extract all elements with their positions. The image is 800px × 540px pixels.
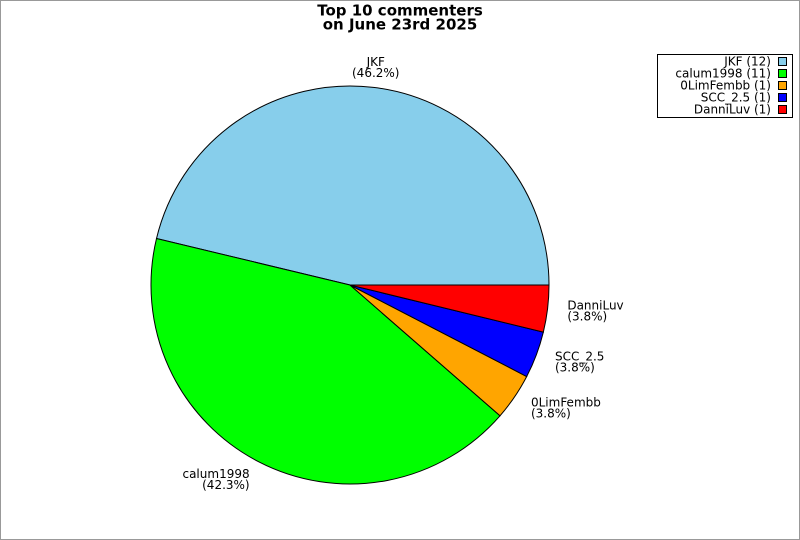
legend-swatch: [778, 105, 787, 114]
legend-label: SCC_2.5 (1): [701, 91, 771, 105]
slice-label: 0LimFembb: [531, 396, 601, 410]
slice-label: DanniLuv: [567, 299, 623, 313]
slice-value-label: (46.2%): [352, 66, 399, 80]
legend-swatch: [778, 93, 787, 102]
chart-title: Top 10 commenters: [317, 2, 483, 20]
legend-label: 0LimFembb (1): [680, 79, 771, 93]
pie-slice: [150, 237, 501, 485]
slice-label: JKF: [366, 55, 385, 69]
slice-value-label: (3.8%): [531, 407, 571, 421]
slice-label: SCC_2.5: [555, 349, 604, 363]
slice-value-label: (3.8%): [567, 310, 607, 324]
legend-label: JKF (12): [723, 55, 771, 69]
legend-swatch: [778, 81, 787, 90]
slice-label: calum1998: [182, 467, 249, 481]
slice-value-label: (42.3%): [202, 478, 249, 492]
legend-swatch: [778, 69, 787, 78]
legend-label: DanniLuv (1): [694, 103, 771, 117]
legend-swatch: [778, 57, 787, 66]
legend-label: calum1998 (11): [675, 67, 771, 81]
chart-subtitle: on June 23rd 2025: [323, 16, 478, 34]
slice-value-label: (3.8%): [555, 360, 595, 374]
pie-slice: [155, 85, 550, 286]
pie-slice: [349, 284, 550, 333]
legend-box: [657, 54, 793, 118]
